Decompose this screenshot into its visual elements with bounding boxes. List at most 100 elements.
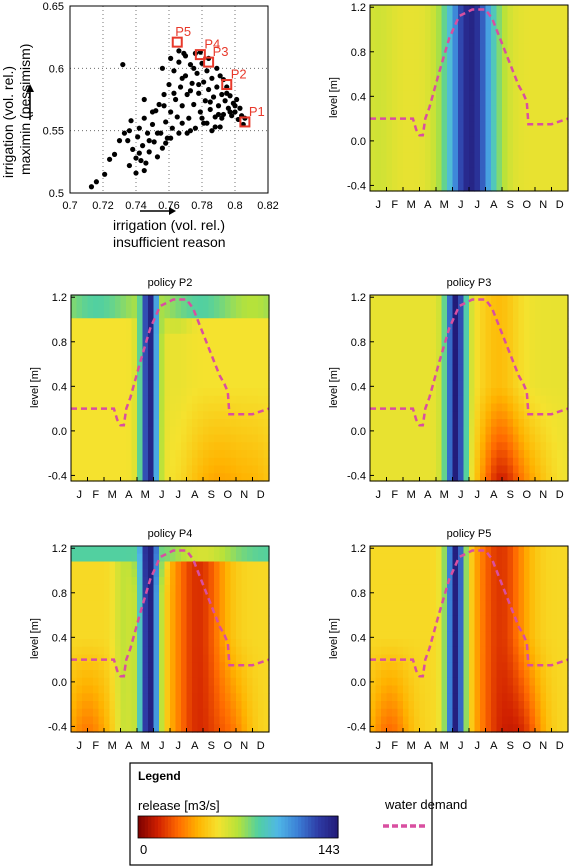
heatmap-cell [82,364,89,374]
heatmap-cell [546,685,553,694]
heatmap-cell [474,295,481,304]
heatmap-cell [408,67,415,76]
heatmap-cell [430,403,437,412]
heatmap-cell [436,302,443,312]
heatmap-cell [186,442,193,451]
heatmap-cell [392,473,399,482]
heatmap-cell [524,12,531,22]
heatmap-cell [436,129,443,138]
heatmap-cell [491,175,498,184]
heatmap-cell [408,457,415,467]
heatmap-cell [551,43,558,53]
heatmap-cell [98,357,105,366]
heatmap-cell [507,716,514,725]
heatmap-cell [392,592,399,601]
heatmap-cell [71,662,78,671]
heatmap-cell [225,615,232,625]
heatmap-cell [507,411,514,420]
heatmap-cell [214,442,221,451]
heatmap-cell [507,584,514,594]
heatmap-cell [104,708,111,718]
heatmap-cell [524,105,531,115]
heatmap-cell [219,677,226,687]
heatmap-cell [452,473,459,482]
heatmap-cell [375,175,382,184]
heatmap-cell [557,136,564,146]
heatmap-cell [230,310,237,319]
heatmap-cell [252,302,259,312]
heatmap-cell [397,121,404,130]
heatmap-cell [436,20,443,29]
heatmap-cell [104,639,111,648]
heatmap-cell [104,357,111,366]
heatmap-cell [93,631,100,640]
heatmap-cell [529,419,536,428]
heatmap-cell [76,310,83,319]
data-point [215,111,222,118]
heatmap-cell [375,465,382,474]
heatmap-cell [247,716,254,725]
heatmap-cell [148,333,155,343]
heatmap-cell [104,553,111,563]
heatmap-cell [397,152,404,161]
heatmap-cell [469,615,476,625]
heatmap-cell [126,302,133,312]
heatmap-cell [441,43,448,53]
heatmap-cell [447,577,454,586]
heatmap-cell [447,28,454,37]
heatmap-cell [441,67,448,76]
heatmap-cell [392,152,399,161]
heatmap-cell [403,113,410,122]
heatmap-cell [480,577,487,586]
heatmap-cell [153,546,160,555]
heatmap-cell [241,592,248,601]
heatmap-cell [258,388,265,397]
heatmap-cell [159,716,166,725]
heatmap-cell [370,388,377,397]
heatmap-cell [115,546,122,555]
month-label: J [159,740,165,752]
heatmap-cell [370,349,377,358]
heatmap-cell [192,434,199,443]
heatmap-cell [513,473,520,482]
heatmap-cell [524,144,531,153]
heatmap-cell [441,310,448,319]
heatmap-cell [153,450,160,459]
heatmap-cell [458,67,465,76]
heatmap-cell [491,59,498,68]
heatmap-cell [469,152,476,161]
heatmap-cell [159,341,166,350]
heatmap-cell [164,677,171,687]
heatmap-cell [447,708,454,718]
heatmap-cell [192,569,199,578]
heatmap-cell [236,716,243,725]
heatmap-cell [474,90,481,99]
heatmap-cell [546,608,553,617]
heatmap-cell [540,403,547,412]
heatmap-cell [441,36,448,45]
heatmap-cell [87,569,94,578]
heatmap-cell [469,716,476,725]
heatmap-cell [540,129,547,138]
heatmap-cell [93,442,100,451]
heatmap-cell [463,82,470,91]
heatmap-cell [425,450,432,459]
heatmap-cell [397,677,404,687]
y-tick-label: 1.2 [52,292,67,304]
heatmap-cell [392,442,399,451]
heatmap-cell [397,175,404,184]
heatmap-cell [258,677,265,687]
heatmap-cell [447,74,454,84]
heatmap-cell [414,639,421,648]
heatmap-cell [458,333,465,343]
heatmap-cell [98,450,105,459]
heatmap-cell [153,608,160,617]
month-label: M [407,489,416,501]
heatmap-cell [381,600,388,609]
heatmap-cell [518,646,525,656]
heatmap-cell [131,631,138,640]
heatmap-cell [469,20,476,29]
heatmap-cell [109,724,116,733]
heatmap-cell [375,569,382,578]
